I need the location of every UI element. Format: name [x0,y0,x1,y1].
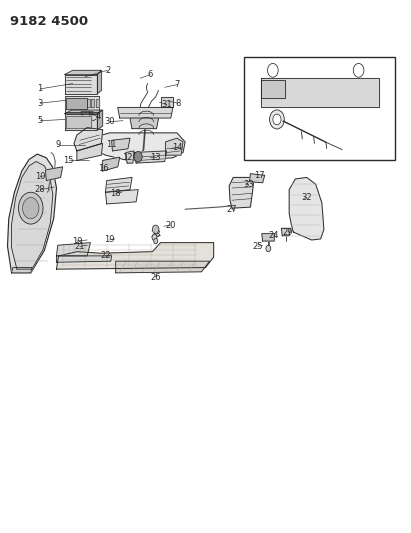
Polygon shape [112,138,130,151]
Text: 19: 19 [104,236,115,245]
Text: 26: 26 [150,272,161,281]
Polygon shape [262,233,275,241]
Text: 11: 11 [106,140,117,149]
Circle shape [154,238,158,244]
Text: 1: 1 [37,84,43,93]
Polygon shape [56,243,90,256]
Text: 23: 23 [150,230,161,239]
Polygon shape [96,100,99,108]
Text: 15: 15 [63,156,74,165]
Text: 25: 25 [252,242,263,251]
Text: 6: 6 [148,70,153,79]
Polygon shape [229,177,254,208]
Polygon shape [97,110,103,130]
Polygon shape [91,100,95,108]
Polygon shape [65,75,97,94]
Polygon shape [162,97,173,108]
Polygon shape [106,190,138,204]
Polygon shape [46,167,62,181]
Bar [244,57,395,160]
Circle shape [270,110,284,129]
Circle shape [23,198,39,219]
Text: 34: 34 [306,82,317,91]
Polygon shape [126,151,134,163]
Polygon shape [66,98,87,109]
Polygon shape [81,112,93,118]
Text: 32: 32 [301,193,312,202]
Text: 33: 33 [243,180,254,189]
Polygon shape [65,114,97,130]
Polygon shape [166,138,183,155]
Polygon shape [66,116,91,127]
Text: 20: 20 [166,221,176,230]
Polygon shape [56,256,112,262]
Polygon shape [65,96,99,112]
Polygon shape [103,157,120,171]
Text: 28: 28 [35,185,46,194]
Text: 31: 31 [162,100,172,109]
Circle shape [18,192,43,224]
Text: 22: 22 [100,252,111,261]
Text: 14: 14 [173,143,183,152]
Polygon shape [261,80,285,99]
Text: 9182 4500: 9182 4500 [10,14,88,28]
Text: 30: 30 [104,117,115,126]
Circle shape [152,225,159,233]
Text: 3: 3 [37,99,43,108]
Text: 10: 10 [35,172,46,181]
Circle shape [273,114,281,125]
Polygon shape [87,100,90,108]
Text: 29: 29 [282,228,292,237]
Circle shape [268,63,278,77]
Text: 13: 13 [150,153,161,162]
Text: 16: 16 [98,164,109,173]
Polygon shape [12,161,53,269]
Text: 9: 9 [56,140,61,149]
Polygon shape [261,78,379,107]
Text: 8: 8 [175,99,180,108]
Polygon shape [134,151,167,163]
Text: 34: 34 [372,147,382,156]
Polygon shape [77,143,103,160]
Polygon shape [12,268,32,273]
Polygon shape [74,127,103,151]
Text: 2: 2 [105,66,110,75]
Polygon shape [87,133,185,160]
Polygon shape [106,177,132,192]
Polygon shape [56,243,214,269]
Polygon shape [130,118,159,128]
Polygon shape [115,261,210,273]
Circle shape [266,245,271,252]
Text: 12: 12 [122,153,132,162]
Polygon shape [7,154,56,273]
Circle shape [152,234,157,240]
Polygon shape [65,110,103,114]
Polygon shape [282,228,291,236]
Polygon shape [118,108,173,118]
Text: 5: 5 [37,116,43,125]
Text: 18: 18 [111,189,121,198]
Text: 27: 27 [227,205,237,214]
Circle shape [353,63,364,77]
Polygon shape [289,177,324,240]
Text: 24: 24 [269,231,279,240]
Polygon shape [65,70,102,75]
Circle shape [134,151,142,162]
Polygon shape [249,174,265,183]
Text: 21: 21 [74,242,85,251]
Polygon shape [97,70,102,94]
Text: 4: 4 [95,112,101,122]
Text: 19: 19 [72,237,82,246]
Text: 7: 7 [174,80,180,89]
Text: 17: 17 [254,171,265,180]
